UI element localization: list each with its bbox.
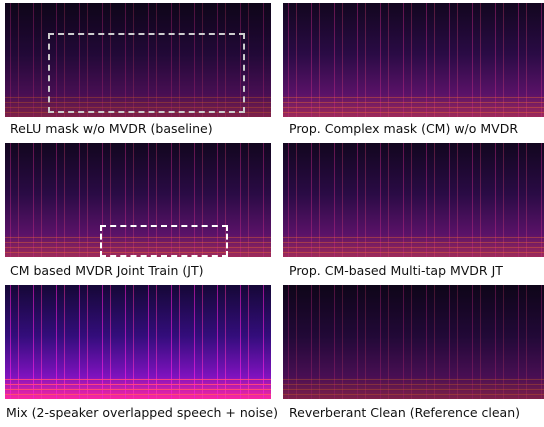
spectrogram <box>5 285 271 399</box>
spectrogram <box>283 285 544 399</box>
spectrogram <box>5 3 271 117</box>
caption: CM based MVDR Joint Train (JT) <box>10 263 204 278</box>
caption: Prop. Complex mask (CM) w/o MVDR <box>289 121 519 136</box>
caption: Reverberant Clean (Reference clean) <box>289 405 520 420</box>
highlight-box <box>100 225 228 257</box>
spectrogram <box>283 3 544 117</box>
caption: Prop. CM-based Multi-tap MVDR JT <box>289 263 503 278</box>
spectrogram <box>5 143 271 257</box>
caption: ReLU mask w/o MVDR (baseline) <box>10 121 213 136</box>
caption: Mix (2-speaker overlapped speech + noise… <box>6 405 279 420</box>
highlight-box <box>48 33 245 113</box>
spectrogram <box>283 143 544 257</box>
